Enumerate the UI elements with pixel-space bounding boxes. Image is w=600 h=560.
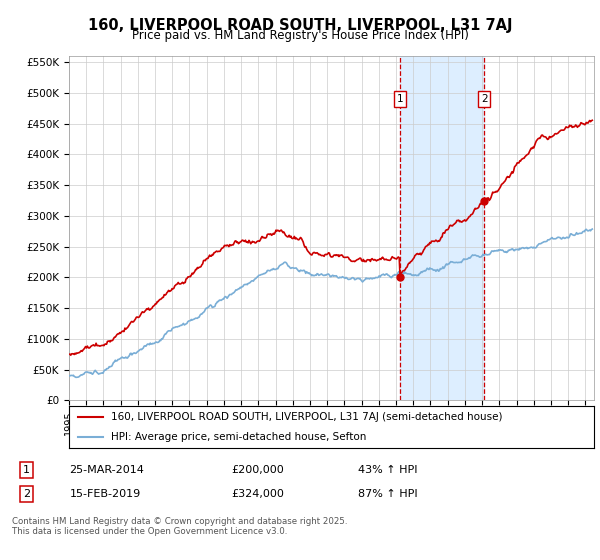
Text: 87% ↑ HPI: 87% ↑ HPI bbox=[358, 489, 417, 499]
Text: Contains HM Land Registry data © Crown copyright and database right 2025.
This d: Contains HM Land Registry data © Crown c… bbox=[12, 517, 347, 536]
Text: 25-MAR-2014: 25-MAR-2014 bbox=[70, 465, 145, 475]
Text: 1: 1 bbox=[23, 465, 30, 475]
Text: 2: 2 bbox=[23, 489, 30, 499]
Text: £324,000: £324,000 bbox=[231, 489, 284, 499]
Text: HPI: Average price, semi-detached house, Sefton: HPI: Average price, semi-detached house,… bbox=[111, 432, 367, 442]
Text: 1: 1 bbox=[397, 94, 403, 104]
Text: 15-FEB-2019: 15-FEB-2019 bbox=[70, 489, 141, 499]
Text: £200,000: £200,000 bbox=[231, 465, 284, 475]
Text: Price paid vs. HM Land Registry's House Price Index (HPI): Price paid vs. HM Land Registry's House … bbox=[131, 29, 469, 42]
Text: 43% ↑ HPI: 43% ↑ HPI bbox=[358, 465, 417, 475]
Text: 2: 2 bbox=[481, 94, 487, 104]
Bar bbox=[400, 56, 484, 400]
Text: 160, LIVERPOOL ROAD SOUTH, LIVERPOOL, L31 7AJ: 160, LIVERPOOL ROAD SOUTH, LIVERPOOL, L3… bbox=[88, 18, 512, 33]
Text: 160, LIVERPOOL ROAD SOUTH, LIVERPOOL, L31 7AJ (semi-detached house): 160, LIVERPOOL ROAD SOUTH, LIVERPOOL, L3… bbox=[111, 412, 503, 422]
